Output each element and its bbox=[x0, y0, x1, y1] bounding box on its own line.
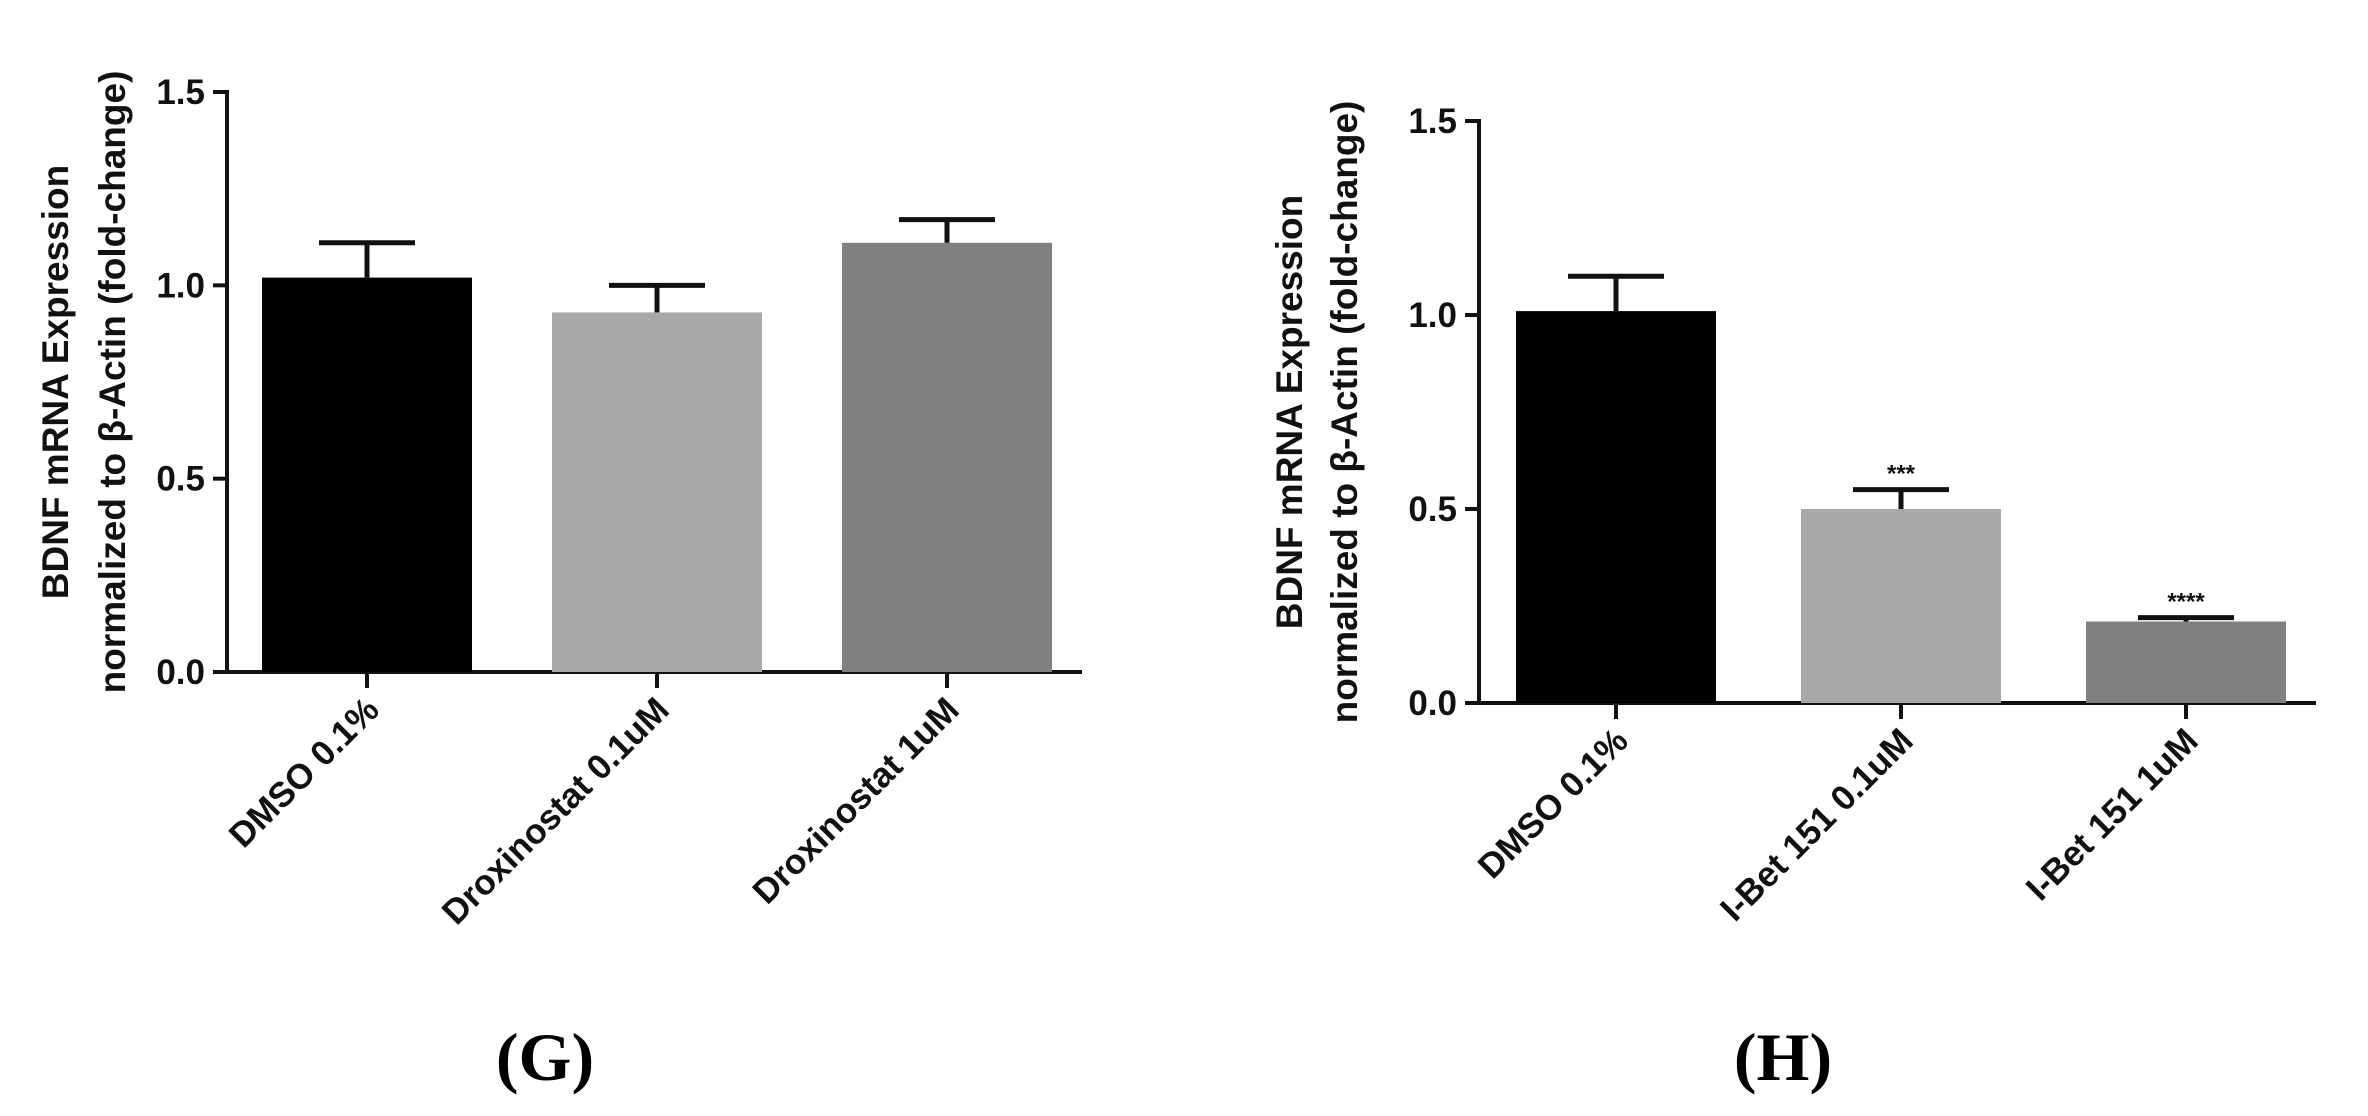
bar bbox=[842, 242, 1052, 673]
panel-label-h: (H) bbox=[1734, 1019, 1832, 1095]
significance-label: **** bbox=[2167, 589, 2205, 616]
x-category-label: DMSO 0.1% bbox=[222, 690, 387, 855]
bar bbox=[262, 277, 472, 672]
y-tick-label: 1.5 bbox=[156, 73, 205, 112]
bar bbox=[1516, 311, 1716, 703]
x-category-label: Droxinostat 0.1uM bbox=[435, 690, 677, 932]
chart-panel-g: 0.0 0.5 1.0 1.5 DMSO 0.1% Droxinostat 0.1uM Dr… bbox=[35, 71, 1082, 932]
bar bbox=[2086, 621, 2286, 703]
significance-label: *** bbox=[1887, 461, 1916, 488]
bar bbox=[552, 312, 762, 672]
y-tick-label: 0.0 bbox=[156, 653, 205, 692]
x-category-label: DMSO 0.1% bbox=[1471, 721, 1636, 886]
y-tick-label: 0.5 bbox=[156, 460, 205, 499]
y-tick-label: 0.0 bbox=[1408, 684, 1457, 723]
chart-panel-h: 0.0 0.5 1.0 1.5 DMSO 0.1% *** I-Bet 151 0.1uM *… bbox=[1269, 101, 2316, 929]
x-category-label: I-Bet 151 0.1uM bbox=[1713, 721, 1921, 929]
x-category-label: Droxinostat 1uM bbox=[745, 690, 966, 911]
y-axis-title: normalized to β-Actin (fold-change) bbox=[1324, 101, 1365, 724]
y-axis-title: normalized to β-Actin (fold-change) bbox=[92, 71, 133, 694]
y-axis-title: BDNF mRNA Expression bbox=[35, 165, 76, 599]
bar bbox=[1801, 509, 2001, 703]
y-tick-label: 1.0 bbox=[156, 266, 205, 305]
y-tick-label: 0.5 bbox=[1408, 490, 1457, 529]
panel-label-g: (G) bbox=[496, 1019, 594, 1095]
y-tick-label: 1.0 bbox=[1408, 296, 1457, 335]
y-axis-title: BDNF mRNA Expression bbox=[1269, 195, 1310, 629]
y-tick-label: 1.5 bbox=[1408, 102, 1457, 141]
x-category-label: I-Bet 151 1uM bbox=[2019, 721, 2206, 908]
